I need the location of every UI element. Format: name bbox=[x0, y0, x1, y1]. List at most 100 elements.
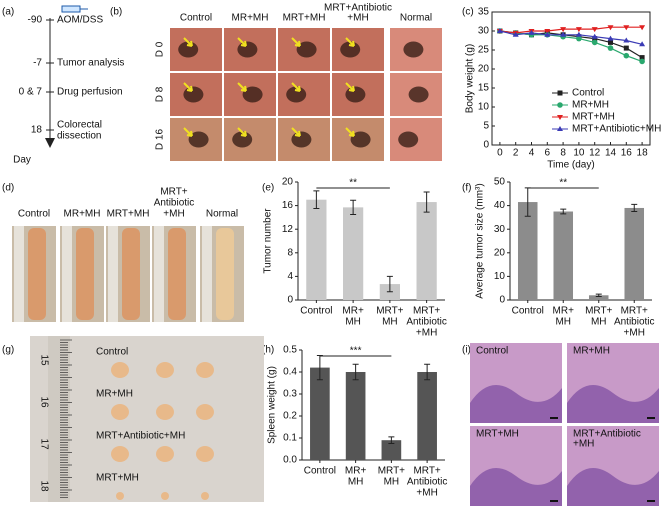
timeline-event: Colorectal bbox=[57, 120, 102, 131]
lumen bbox=[242, 86, 263, 103]
x-tick-label: +MH bbox=[624, 328, 645, 339]
marker bbox=[512, 31, 519, 37]
arrow-marker bbox=[345, 37, 355, 47]
y-tick-label: 0.5 bbox=[283, 345, 297, 356]
y-axis-label: Average tumor size (mm³) bbox=[475, 183, 486, 298]
marker bbox=[623, 25, 630, 31]
significance-label: *** bbox=[350, 346, 362, 357]
panel-label: (e) bbox=[262, 183, 274, 194]
marker bbox=[528, 29, 535, 35]
series-line bbox=[499, 30, 643, 45]
marker bbox=[575, 31, 582, 37]
ruler bbox=[62, 226, 72, 322]
colon-tissue bbox=[28, 228, 46, 320]
marker bbox=[576, 35, 582, 42]
x-tick-label: MR+ bbox=[342, 306, 364, 317]
spleen bbox=[196, 404, 214, 420]
y-tick-label: 0.2 bbox=[283, 411, 297, 422]
arrow-marker bbox=[183, 82, 193, 92]
spleen bbox=[156, 404, 174, 420]
error-bar bbox=[595, 293, 602, 297]
y-tick-label: 15 bbox=[478, 83, 490, 94]
lumen bbox=[237, 41, 258, 58]
column-header: +MH bbox=[347, 13, 368, 24]
marker bbox=[591, 33, 598, 39]
arrow-marker bbox=[291, 127, 301, 137]
lumen bbox=[291, 131, 312, 148]
tissue-texture bbox=[470, 468, 562, 506]
photo-label: MRT+ bbox=[160, 187, 187, 198]
syringe-body bbox=[61, 5, 81, 13]
y-tick-label: 10 bbox=[494, 271, 506, 282]
ruler bbox=[202, 226, 212, 322]
significance-label: ** bbox=[559, 178, 567, 189]
panel-label: (a) bbox=[2, 7, 14, 18]
timeline-event: Tumor analysis bbox=[57, 58, 124, 69]
panel-label: (f) bbox=[462, 183, 471, 194]
spleen bbox=[111, 404, 129, 420]
y-tick-label: 0 bbox=[499, 295, 505, 306]
marker bbox=[557, 115, 563, 120]
scale-bar bbox=[550, 500, 558, 502]
histology-label: MR+MH bbox=[573, 346, 610, 357]
x-tick-label: +MH bbox=[416, 328, 437, 339]
x-tick-label: Antibiotic bbox=[406, 317, 447, 328]
panel-label: (h) bbox=[262, 345, 274, 356]
marker bbox=[639, 58, 645, 65]
x-tick-label: 0 bbox=[497, 148, 503, 159]
spleen bbox=[196, 446, 214, 462]
y-tick-label: 20 bbox=[282, 177, 294, 188]
bar bbox=[381, 440, 402, 460]
group-label: Control bbox=[96, 347, 128, 358]
lumen bbox=[398, 131, 419, 148]
x-tick-label: 10 bbox=[573, 148, 585, 159]
x-axis-label: Time (day) bbox=[547, 160, 594, 171]
lumen bbox=[408, 86, 429, 103]
ruler bbox=[14, 226, 24, 322]
marker bbox=[607, 45, 614, 51]
x-tick-label: 14 bbox=[605, 148, 617, 159]
x-tick-label: MH bbox=[348, 477, 364, 488]
x-tick-label: MH bbox=[345, 317, 361, 328]
marker bbox=[607, 25, 614, 31]
y-axis-label: Body weight (g) bbox=[465, 44, 476, 113]
lumen bbox=[345, 86, 366, 103]
marker bbox=[557, 102, 563, 108]
marker bbox=[560, 31, 567, 37]
marker bbox=[496, 28, 503, 33]
marker bbox=[639, 41, 646, 47]
spleen bbox=[156, 362, 174, 378]
lumen bbox=[286, 86, 307, 103]
photo-label: Antibiotic bbox=[154, 198, 195, 209]
arrow-marker bbox=[237, 127, 247, 137]
arrow-marker bbox=[345, 82, 355, 92]
marker bbox=[639, 55, 645, 61]
bar bbox=[343, 207, 364, 300]
arrow-marker bbox=[183, 127, 193, 137]
error-bar bbox=[313, 190, 320, 210]
y-tick-label: 30 bbox=[478, 26, 490, 37]
timeline-day: -7 bbox=[33, 58, 42, 69]
arrow-marker bbox=[291, 37, 301, 47]
photo-label: MR+MH bbox=[64, 209, 101, 220]
panel-label: (i) bbox=[462, 345, 471, 356]
row-label: D 0 bbox=[155, 41, 166, 57]
y-tick-label: 16 bbox=[282, 200, 294, 211]
x-tick-label: Antibiotic bbox=[407, 477, 448, 488]
colon-tissue bbox=[168, 228, 186, 320]
legend-label: Control bbox=[572, 88, 604, 99]
x-tick-label: MR+ bbox=[345, 466, 367, 477]
timeline-arrow bbox=[45, 138, 55, 148]
y-tick-label: 4 bbox=[287, 271, 293, 282]
bar bbox=[624, 207, 645, 300]
y-tick-label: 5 bbox=[483, 121, 489, 132]
ruler-number: 15 bbox=[38, 354, 49, 366]
timeline-event: Drug perfusion bbox=[57, 87, 123, 98]
spleen bbox=[111, 446, 129, 462]
row-label: D 16 bbox=[155, 129, 166, 151]
spleen bbox=[201, 492, 209, 500]
arrow-marker bbox=[183, 37, 193, 47]
x-tick-label: 6 bbox=[545, 148, 551, 159]
